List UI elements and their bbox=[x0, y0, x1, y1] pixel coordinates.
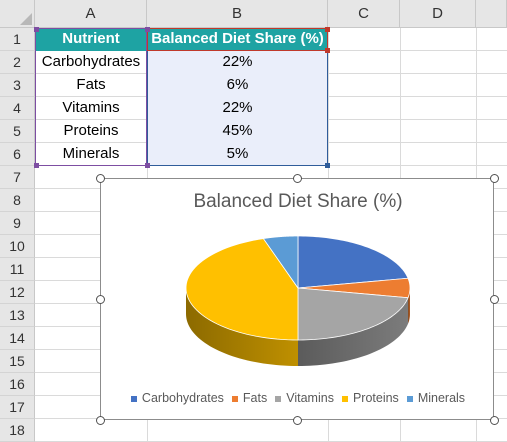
legend-swatch bbox=[275, 395, 282, 402]
legend-item[interactable]: Carbohydrates bbox=[130, 391, 224, 405]
pie-slice-side-vitamins bbox=[298, 297, 409, 366]
nutrient-cell[interactable]: Minerals bbox=[62, 145, 120, 162]
column-header-a[interactable]: A bbox=[35, 0, 147, 28]
row-header-6[interactable]: 6 bbox=[0, 143, 35, 166]
range-resize-handle[interactable] bbox=[325, 48, 330, 53]
row-header-3[interactable]: 3 bbox=[0, 74, 35, 97]
row-header-17[interactable]: 17 bbox=[0, 396, 35, 419]
legend-swatch bbox=[341, 395, 348, 402]
pie-slice-proteins[interactable] bbox=[185, 238, 299, 341]
legend-swatch bbox=[231, 395, 238, 402]
row-header-16[interactable]: 16 bbox=[0, 373, 35, 396]
legend-label: Vitamins bbox=[286, 391, 334, 405]
range-resize-handle[interactable] bbox=[325, 163, 330, 168]
pie-slice-vitamins[interactable] bbox=[297, 287, 409, 341]
share-cell[interactable]: 5% bbox=[147, 143, 328, 166]
range-resize-handle[interactable] bbox=[145, 27, 150, 32]
row-header-11[interactable]: 11 bbox=[0, 258, 35, 281]
pie-slice-side-proteins bbox=[186, 288, 298, 366]
row-header-2[interactable]: 2 bbox=[0, 51, 35, 74]
legend-label: Minerals bbox=[417, 391, 466, 405]
row-header-7[interactable]: 7 bbox=[0, 166, 35, 189]
pie-slice-carbohydrates[interactable] bbox=[297, 235, 409, 289]
column-header-d[interactable]: D bbox=[400, 0, 476, 28]
legend-label: Carbohydrates bbox=[141, 391, 224, 405]
column-header-next[interactable] bbox=[476, 0, 507, 28]
nutrient-cell[interactable]: Proteins bbox=[63, 122, 119, 139]
chart-resize-handle[interactable] bbox=[490, 416, 499, 425]
chart-resize-handle[interactable] bbox=[96, 416, 105, 425]
pie-plot-area bbox=[185, 235, 411, 366]
row-header-12[interactable]: 12 bbox=[0, 281, 35, 304]
select-all-corner[interactable] bbox=[0, 0, 35, 28]
row-header-8[interactable]: 8 bbox=[0, 189, 35, 212]
row-header-4[interactable]: 4 bbox=[0, 97, 35, 120]
column-header-b[interactable]: B bbox=[147, 0, 328, 28]
chart-resize-handle[interactable] bbox=[490, 174, 499, 183]
share-cell[interactable]: 45% bbox=[147, 120, 328, 143]
chart-resize-handle[interactable] bbox=[293, 174, 302, 183]
row-header-5[interactable]: 5 bbox=[0, 120, 35, 143]
row-header-13[interactable]: 13 bbox=[0, 304, 35, 327]
legend-swatch bbox=[130, 395, 137, 402]
header-cell-share[interactable]: Balanced Diet Share (%) bbox=[147, 28, 328, 51]
column-header-c[interactable]: C bbox=[328, 0, 400, 28]
pie-slice-fats[interactable] bbox=[297, 277, 411, 299]
range-resize-handle[interactable] bbox=[325, 27, 330, 32]
range-resize-handle[interactable] bbox=[34, 163, 39, 168]
row-header-10[interactable]: 10 bbox=[0, 235, 35, 258]
row-header-15[interactable]: 15 bbox=[0, 350, 35, 373]
legend-label: Proteins bbox=[352, 391, 399, 405]
select-all-triangle-icon bbox=[20, 13, 32, 25]
chart-resize-handle[interactable] bbox=[490, 295, 499, 304]
nutrient-cell[interactable]: Vitamins bbox=[62, 99, 120, 116]
nutrient-cell[interactable]: Carbohydrates bbox=[41, 53, 141, 70]
share-cell[interactable]: 22% bbox=[147, 97, 328, 120]
legend-label: Fats bbox=[242, 391, 268, 405]
header-cell-nutrient[interactable]: Nutrient bbox=[35, 28, 147, 51]
legend-item[interactable]: Minerals bbox=[406, 391, 466, 405]
legend-item[interactable]: Vitamins bbox=[275, 391, 334, 405]
pie-slice-minerals[interactable] bbox=[262, 235, 299, 290]
pie-chart[interactable]: Balanced Diet Share (%) Carbohydrates Fat… bbox=[100, 178, 494, 420]
nutrient-cell[interactable]: Fats bbox=[76, 76, 106, 93]
chart-resize-handle[interactable] bbox=[293, 416, 302, 425]
range-resize-handle[interactable] bbox=[145, 163, 150, 168]
row-header-14[interactable]: 14 bbox=[0, 327, 35, 350]
pie-top-faces bbox=[185, 235, 411, 341]
share-cell[interactable]: 22% bbox=[147, 51, 328, 74]
chart-title: Balanced Diet Share (%) bbox=[193, 191, 403, 212]
legend-item[interactable]: Proteins bbox=[341, 391, 399, 405]
legend-item[interactable]: Fats bbox=[231, 391, 268, 405]
chart-resize-handle[interactable] bbox=[96, 174, 105, 183]
legend-swatch bbox=[406, 395, 413, 402]
share-cell[interactable]: 6% bbox=[147, 74, 328, 97]
chart-legend: Carbohydrates Fats Vitamins Proteins Mineral… bbox=[101, 391, 495, 405]
chart-resize-handle[interactable] bbox=[96, 295, 105, 304]
row-header-9[interactable]: 9 bbox=[0, 212, 35, 235]
row-header-1[interactable]: 1 bbox=[0, 28, 35, 51]
row-header-18[interactable]: 18 bbox=[0, 419, 35, 442]
range-resize-handle[interactable] bbox=[34, 27, 39, 32]
